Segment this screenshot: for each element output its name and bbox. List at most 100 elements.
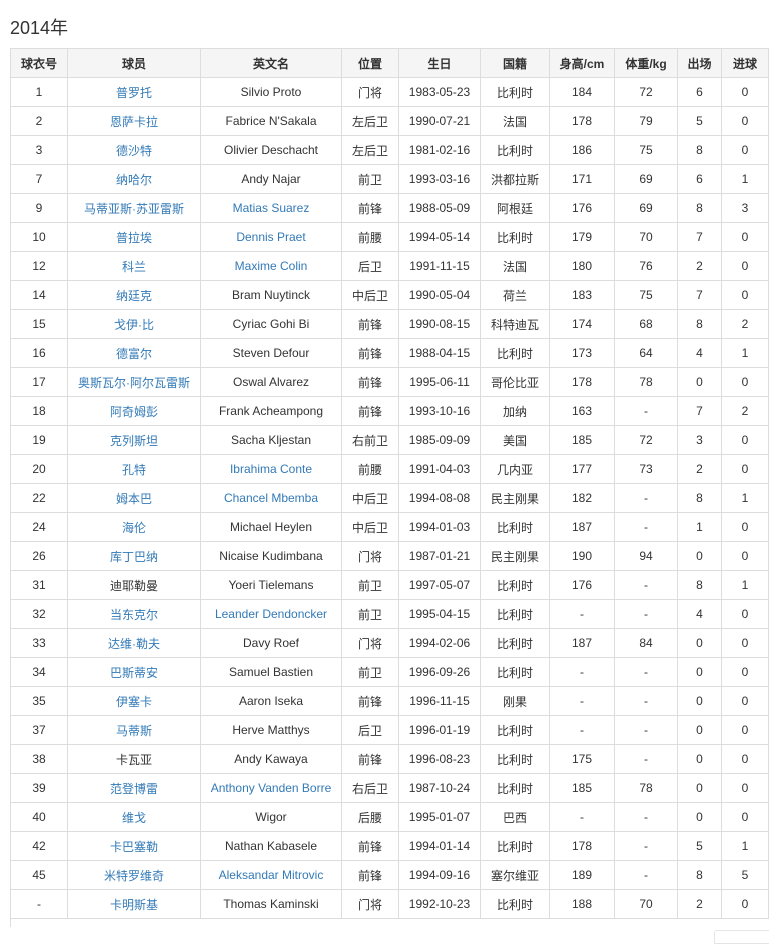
weight-cell: -: [614, 512, 678, 542]
appearances-cell: 0: [677, 773, 722, 803]
player-name-link[interactable]: 普罗托: [115, 85, 152, 100]
goals-cell: 1: [721, 831, 769, 861]
english-name-link[interactable]: Matias Suarez: [232, 201, 310, 215]
english-name-link[interactable]: Aleksandar Mitrovic: [218, 868, 324, 882]
player-name-link[interactable]: 当东克尔: [109, 607, 158, 622]
weight-cell: -: [614, 657, 678, 687]
position-cell: 前卫: [341, 657, 399, 687]
player-name-cell: 卡巴塞勒: [67, 831, 201, 861]
player-name-link[interactable]: 戈伊·比: [114, 317, 154, 332]
player-name-link[interactable]: 卡巴塞勒: [109, 839, 158, 854]
nationality-cell: 洪都拉斯: [480, 164, 550, 194]
nationality-cell: 比利时: [480, 222, 550, 252]
table-row: 15 戈伊·比 Cyriac Gohi Bi 前锋 1990-08-15 科特迪瓦 174 6…: [10, 309, 769, 339]
goals-cell: 0: [721, 599, 769, 629]
goals-cell: 0: [721, 889, 769, 919]
height-cell: 176: [549, 193, 615, 223]
birthday-cell: 1988-05-09: [398, 193, 481, 223]
nationality-cell: 比利时: [480, 599, 550, 629]
player-name-link[interactable]: 达维·勒夫: [108, 636, 160, 651]
player-name-link[interactable]: 马蒂亚斯·苏亚雷斯: [84, 201, 184, 216]
player-name-link[interactable]: 恩萨卡拉: [109, 114, 158, 129]
weight-cell: -: [614, 483, 678, 513]
nationality-cell: 科特迪瓦: [480, 309, 550, 339]
player-name-link[interactable]: 奥斯瓦尔·阿尔瓦雷斯: [78, 375, 190, 390]
player-name-cell: 迪耶勒曼: [67, 570, 201, 600]
player-name-cell: 巴斯蒂安: [67, 657, 201, 687]
player-name-link[interactable]: 阿奇姆彭: [109, 404, 158, 419]
squad-table: 球衣号 球员 英文名 位置 生日 国籍 身高/cm 体重/kg 出场 进球 1 普罗托 Silvio …: [10, 48, 769, 919]
jersey-number-cell: 32: [10, 599, 68, 629]
position-cell: 门将: [341, 541, 399, 571]
nationality-cell: 比利时: [480, 628, 550, 658]
player-name-cell: 阿奇姆彭: [67, 396, 201, 426]
table-row: 17 奥斯瓦尔·阿尔瓦雷斯 Oswal Alvarez 前锋 1995-06-11 哥伦比…: [10, 367, 769, 397]
player-name-link[interactable]: 科兰: [121, 259, 146, 274]
nationality-cell: 加纳: [480, 396, 550, 426]
weight-cell: 78: [614, 367, 678, 397]
player-name-cell: 马蒂亚斯·苏亚雷斯: [67, 193, 201, 223]
player-name-link[interactable]: 巴斯蒂安: [109, 665, 158, 680]
english-name-link[interactable]: Maxime Colin: [234, 259, 308, 273]
position-cell: 前锋: [341, 686, 399, 716]
player-name-cell: 卡明斯基: [67, 889, 201, 919]
player-name-link[interactable]: 马蒂斯: [115, 723, 152, 738]
birthday-cell: 1994-01-03: [398, 512, 481, 542]
player-name-link[interactable]: 普拉埃: [115, 230, 152, 245]
table-row: 45 米特罗维奇 Aleksandar Mitrovic 前锋 1994-09-16 塞尔…: [10, 860, 769, 890]
birthday-cell: 1987-10-24: [398, 773, 481, 803]
position-cell: 左后卫: [341, 106, 399, 136]
player-name-cell: 普罗托: [67, 77, 201, 107]
player-name-link[interactable]: 库丁巴纳: [109, 549, 158, 564]
player-name-link[interactable]: 姆本巴: [115, 491, 152, 506]
player-name-link[interactable]: 卡明斯基: [109, 897, 158, 912]
nationality-cell: 美国: [480, 425, 550, 455]
appearances-cell: 0: [677, 802, 722, 832]
player-name-link[interactable]: 德富尔: [115, 346, 152, 361]
player-name-cell: 伊塞卡: [67, 686, 201, 716]
goals-cell: 0: [721, 628, 769, 658]
table-row: 18 阿奇姆彭 Frank Acheampong 前锋 1993-10-16 加纳 163-…: [10, 396, 769, 426]
jersey-number-cell: 24: [10, 512, 68, 542]
appearances-cell: 7: [677, 396, 722, 426]
player-name-link[interactable]: 纳哈尔: [115, 172, 152, 187]
english-name-link[interactable]: Leander Dendoncker: [214, 607, 328, 621]
player-name-link[interactable]: 米特罗维奇: [103, 868, 164, 883]
appearances-cell: 6: [677, 77, 722, 107]
birthday-cell: 1996-09-26: [398, 657, 481, 687]
weight-cell: -: [614, 715, 678, 745]
goals-cell: 1: [721, 570, 769, 600]
player-name-link[interactable]: 孔特: [121, 462, 146, 477]
table-row: 34 巴斯蒂安 Samuel Bastien 前卫 1996-09-26 比利时 - -0 0: [10, 657, 769, 687]
goals-cell: 0: [721, 106, 769, 136]
position-cell: 门将: [341, 889, 399, 919]
player-name-link[interactable]: 伊塞卡: [115, 694, 152, 709]
position-cell: 前锋: [341, 367, 399, 397]
jersey-number-cell: 19: [10, 425, 68, 455]
height-cell: 184: [549, 77, 615, 107]
position-cell: 中后卫: [341, 483, 399, 513]
player-name-link[interactable]: 海伦: [121, 520, 146, 535]
appearances-cell: 5: [677, 106, 722, 136]
goals-cell: 0: [721, 512, 769, 542]
goals-cell: 0: [721, 773, 769, 803]
player-name-link[interactable]: 克列斯坦: [109, 433, 158, 448]
english-name-cell: Aaron Iseka: [200, 686, 342, 716]
player-name-link[interactable]: 德沙特: [115, 143, 152, 158]
english-name-link[interactable]: Anthony Vanden Borre: [210, 781, 332, 795]
position-cell: 前锋: [341, 193, 399, 223]
english-name-link[interactable]: Chancel Mbemba: [223, 491, 319, 505]
english-name-link[interactable]: Dennis Praet: [236, 230, 306, 244]
player-name-link[interactable]: 维戈: [121, 810, 146, 825]
appearances-cell: 8: [677, 193, 722, 223]
height-cell: 178: [549, 106, 615, 136]
birthday-cell: 1994-05-14: [398, 222, 481, 252]
appearances-cell: 0: [677, 657, 722, 687]
bottom-widget[interactable]: [714, 930, 769, 944]
birthday-cell: 1996-01-19: [398, 715, 481, 745]
english-name-cell: Herve Matthys: [200, 715, 342, 745]
player-name-link[interactable]: 纳廷克: [115, 288, 152, 303]
english-name-link[interactable]: Ibrahima Conte: [229, 462, 313, 476]
player-name-link[interactable]: 范登博雷: [109, 781, 158, 796]
appearances-cell: 8: [677, 570, 722, 600]
